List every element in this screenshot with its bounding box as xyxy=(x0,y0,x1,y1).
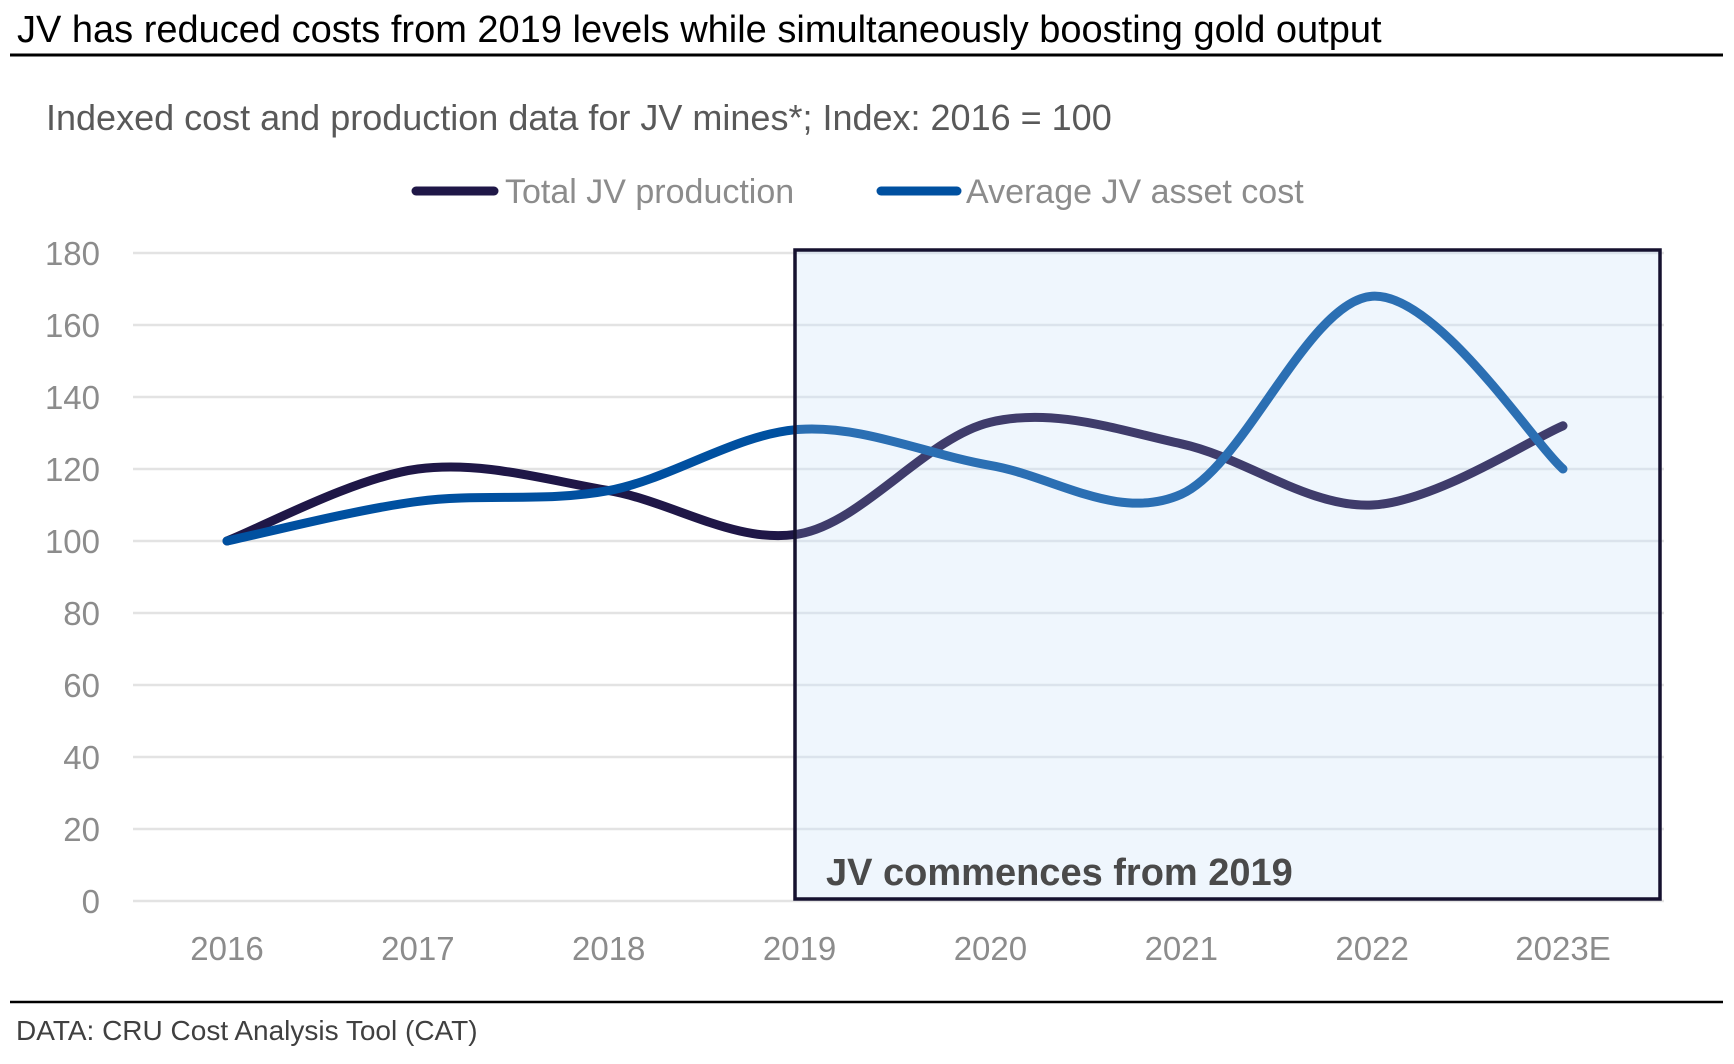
series-line-average-jv-asset-cost-highlighted xyxy=(795,291,1568,508)
legend-label-average-jv-asset-cost: Average JV asset cost xyxy=(966,173,1304,211)
chart-title: JV has reduced costs from 2019 levels wh… xyxy=(17,9,1382,51)
y-tick-label: 120 xyxy=(45,451,100,488)
source-note: DATA: CRU Cost Analysis Tool (CAT) xyxy=(16,1015,478,1046)
chart-subtitle: Indexed cost and production data for JV … xyxy=(46,97,1112,138)
y-tick-label: 80 xyxy=(63,595,100,632)
y-tick-label: 40 xyxy=(63,739,100,776)
x-tick-label: 2021 xyxy=(1145,930,1218,967)
y-tick-label: 140 xyxy=(45,379,100,416)
series-lines: JV commences from 2019 xyxy=(222,248,1662,901)
y-tick-label: 0 xyxy=(82,883,100,920)
y-tick-label: 100 xyxy=(45,523,100,560)
x-tick-label: 2018 xyxy=(572,930,645,967)
y-tick-label: 20 xyxy=(63,811,100,848)
series-line-total-jv-production xyxy=(222,462,795,546)
y-tick-label: 180 xyxy=(45,235,100,272)
x-tick-label: 2019 xyxy=(763,930,836,967)
x-tick-label: 2020 xyxy=(954,930,1027,967)
jv-period-border xyxy=(793,248,1662,901)
series-line-average-jv-asset-cost xyxy=(222,425,795,546)
jv-period-label: JV commences from 2019 xyxy=(826,852,1293,894)
x-tick-label: 2022 xyxy=(1335,930,1408,967)
y-axis-tick-labels: 0 20 40 60 80 100 120 140 160 180 xyxy=(45,235,100,920)
x-axis-tick-labels: 2016 2017 2018 2019 2020 2021 2022 2023E xyxy=(190,930,1610,967)
x-tick-label: 2016 xyxy=(190,930,263,967)
y-tick-label: 60 xyxy=(63,667,100,704)
series-line-total-jv-production-highlighted xyxy=(795,412,1568,539)
y-tick-label: 160 xyxy=(45,307,100,344)
x-tick-label: 2017 xyxy=(381,930,454,967)
legend: Total JV production Average JV asset cos… xyxy=(411,173,1304,211)
x-tick-label: 2023E xyxy=(1515,930,1610,967)
legend-label-total-jv-production: Total JV production xyxy=(505,173,794,211)
jv-period-fill xyxy=(795,250,1660,899)
jv-period-region xyxy=(795,250,1660,899)
